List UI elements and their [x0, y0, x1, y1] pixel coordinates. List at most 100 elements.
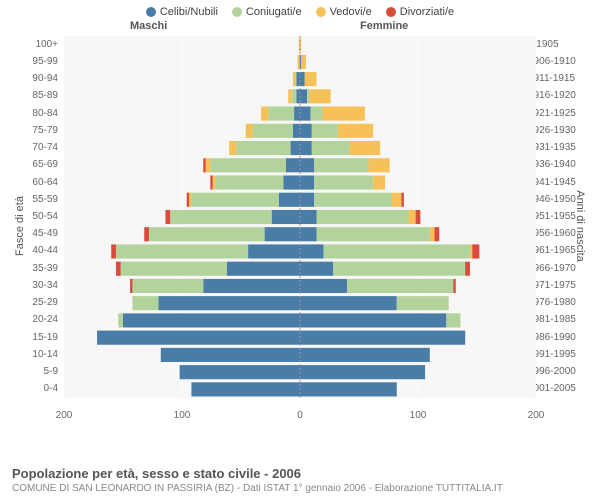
bar-segment	[121, 262, 227, 276]
bar-segment	[203, 279, 300, 293]
bar-segment	[170, 210, 271, 224]
bar-segment	[409, 210, 416, 224]
bar-segment	[430, 227, 435, 241]
age-band-label: 45-49	[32, 229, 58, 239]
bar-segment	[288, 89, 292, 103]
bar-segment	[300, 193, 314, 207]
bar-segment	[132, 296, 158, 310]
bar-segment	[248, 244, 300, 258]
bar-segment	[227, 262, 300, 276]
age-band-label: 25-29	[32, 298, 58, 308]
bar-segment	[295, 72, 296, 86]
age-band-label: 70-74	[32, 143, 58, 153]
bar-segment	[300, 313, 446, 327]
bar-segment	[312, 141, 350, 155]
bar-segment	[333, 262, 465, 276]
x-tick-label: 200	[56, 410, 73, 421]
bar-segment	[300, 124, 312, 138]
bar-segment	[286, 158, 300, 172]
age-band-label: 65-69	[32, 160, 58, 170]
bar-segment	[300, 227, 317, 241]
bar-segment	[300, 279, 347, 293]
bar-segment	[373, 175, 385, 189]
age-band-label: 0-4	[44, 384, 58, 394]
bar-segment	[118, 313, 123, 327]
bar-segment	[279, 193, 300, 207]
bar-segment	[401, 193, 403, 207]
chart-title: Popolazione per età, sesso e stato civil…	[12, 466, 588, 481]
bar-segment	[300, 175, 314, 189]
bar-segment	[312, 124, 338, 138]
bar-segment	[294, 107, 300, 121]
population-pyramid-chart: Maschi Femmine Fasce di età Anni di nasc…	[20, 20, 580, 424]
chart-footer: Popolazione per età, sesso e stato civil…	[12, 466, 588, 494]
bar-segment	[300, 382, 397, 396]
bar-segment	[165, 210, 170, 224]
bar-segment	[130, 279, 132, 293]
bar-segment	[229, 141, 236, 155]
legend: Celibi/Nubili Coniugati/e Vedovi/e Divorzia…	[0, 0, 600, 20]
age-band-label: 60-64	[32, 178, 58, 188]
age-band-label: 90-94	[32, 74, 58, 84]
legend-item: Divorziati/e	[386, 6, 454, 18]
bar-segment	[368, 158, 389, 172]
bar-segment	[296, 72, 300, 86]
legend-label: Vedovi/e	[330, 6, 372, 18]
bar-segment	[317, 227, 430, 241]
label-female: Femmine	[360, 20, 408, 32]
bar-segment	[293, 124, 300, 138]
bar-segment	[300, 141, 312, 155]
bar-segment	[300, 158, 314, 172]
y-axis-age-labels: 100+95-9990-9485-8980-8475-7970-7465-696…	[20, 36, 62, 398]
age-band-label: 40-44	[32, 246, 58, 256]
bar-segment	[317, 210, 409, 224]
x-tick-label: 100	[174, 410, 191, 421]
legend-item: Celibi/Nubili	[146, 6, 218, 18]
age-band-label: 85-89	[32, 91, 58, 101]
bar-segment	[301, 55, 306, 69]
bar-segment	[314, 175, 373, 189]
bar-segment	[446, 313, 460, 327]
bar-segment	[236, 141, 290, 155]
age-band-label: 15-19	[32, 333, 58, 343]
age-band-label: 35-39	[32, 264, 58, 274]
bar-segment	[116, 244, 248, 258]
legend-label: Celibi/Nubili	[160, 6, 218, 18]
bar-segment	[314, 158, 368, 172]
bar-segment	[300, 262, 333, 276]
bar-segment	[300, 365, 425, 379]
bar-segment	[265, 227, 300, 241]
bar-segment	[189, 193, 191, 207]
bar-segment	[307, 89, 309, 103]
bar-segment	[300, 331, 465, 345]
age-band-label: 75-79	[32, 126, 58, 136]
bar-segment	[180, 365, 300, 379]
bar-segment	[314, 193, 392, 207]
bar-segment	[123, 313, 300, 327]
bar-segment	[292, 89, 297, 103]
bar-segment	[191, 382, 300, 396]
bar-segment	[111, 244, 116, 258]
age-band-label: 30-34	[32, 281, 58, 291]
bar-segment	[161, 348, 300, 362]
bar-segment	[338, 124, 373, 138]
bar-segment	[392, 193, 401, 207]
bar-segment	[268, 107, 294, 121]
bar-segment	[158, 296, 300, 310]
bar-segment	[435, 227, 440, 241]
bar-segment	[309, 89, 330, 103]
bar-segment	[416, 210, 421, 224]
bar-segment	[453, 279, 455, 293]
age-band-label: 5-9	[44, 367, 58, 377]
bar-segment	[300, 210, 317, 224]
chart-subtitle: COMUNE DI SAN LEONARDO IN PASSIRIA (BZ) …	[12, 483, 588, 494]
bar-segment	[347, 279, 453, 293]
legend-label: Coniugati/e	[246, 6, 302, 18]
bar-segment	[470, 244, 472, 258]
x-tick-label: 100	[410, 410, 427, 421]
legend-swatch	[316, 7, 326, 17]
bar-segment	[291, 141, 300, 155]
legend-item: Vedovi/e	[316, 6, 372, 18]
bar-segment	[272, 210, 300, 224]
bar-segment	[210, 175, 212, 189]
